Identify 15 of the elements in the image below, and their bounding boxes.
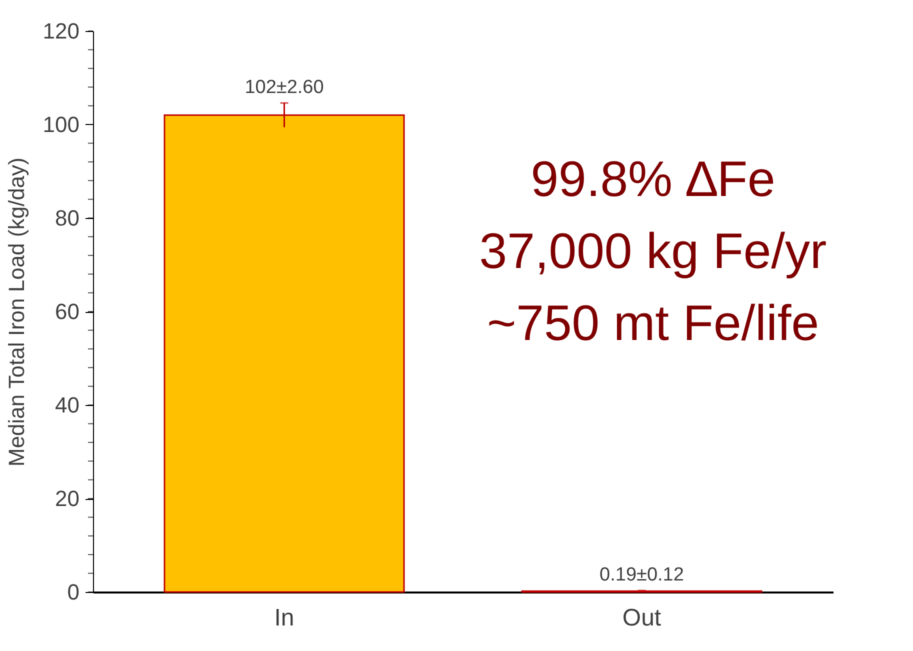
annotation: 37,000 kg Fe/yr — [479, 223, 827, 279]
y-tick-label: 120 — [42, 18, 80, 44]
y-tick-label: 20 — [55, 486, 80, 511]
y-tick-label: 80 — [55, 206, 80, 230]
y-axis-title: Median Total Iron Load (kg/day) — [4, 158, 29, 466]
annotation: 99.8% ∆Fe — [530, 151, 776, 207]
y-tick-label: 60 — [55, 299, 80, 324]
y-tick-label: 40 — [55, 392, 80, 418]
data-label: 0.19±0.12 — [600, 564, 684, 586]
y-tick-label: 0 — [67, 580, 80, 604]
x-tick-label: Out — [622, 604, 662, 632]
annotation: ~750 mt Fe/life — [486, 295, 820, 351]
y-tick-label: 100 — [42, 112, 80, 137]
data-label: 102±2.60 — [244, 76, 324, 98]
x-tick-label: In — [274, 604, 294, 632]
